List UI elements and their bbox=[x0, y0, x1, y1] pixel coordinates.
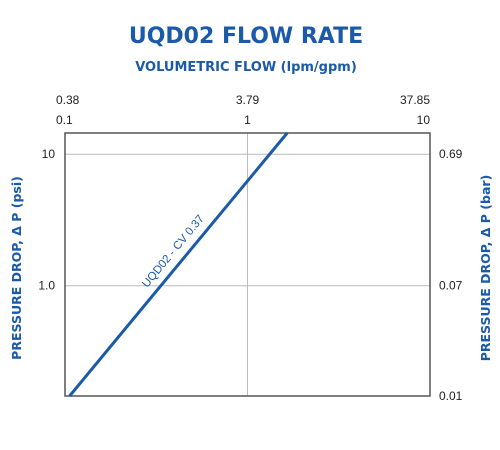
y-axis-label-left: PRESSURE DROP, Δ P (psi) bbox=[9, 176, 24, 360]
chart-subtitle: VOLUMETRIC FLOW (lpm/gpm) bbox=[135, 60, 357, 75]
series-lines bbox=[68, 132, 289, 397]
x-tick-label-bottom: 10 bbox=[417, 113, 431, 127]
y-tick-label-right: 0.07 bbox=[439, 279, 463, 293]
x-tick-label-bottom: 1 bbox=[244, 113, 251, 127]
grid-lines bbox=[65, 133, 430, 396]
x-tick-label-top: 37.85 bbox=[400, 93, 430, 107]
series-line-0 bbox=[68, 132, 289, 397]
y-tick-label-right: 0.69 bbox=[439, 147, 463, 161]
x-tick-label-bottom: 0.1 bbox=[56, 113, 73, 127]
series-label: UQD02 - CV 0.37 bbox=[140, 213, 207, 290]
plot-frame bbox=[64, 132, 431, 397]
x-tick-label-top: 0.38 bbox=[56, 93, 80, 107]
y-tick-label-left: 10 bbox=[42, 147, 56, 161]
y-tick-label-left: 1.0 bbox=[38, 279, 55, 293]
chart-title: UQD02 FLOW RATE bbox=[129, 24, 363, 49]
tick-labels: 0.1 1 10 0.38 3.79 37.85 10 1.0 0.69 0.07 0.01 bbox=[38, 93, 462, 403]
x-tick-label-top: 3.79 bbox=[236, 93, 260, 107]
y-tick-label-right: 0.01 bbox=[439, 389, 463, 403]
y-axis-label-right: PRESSURE DROP, Δ P (bar) bbox=[478, 175, 493, 362]
